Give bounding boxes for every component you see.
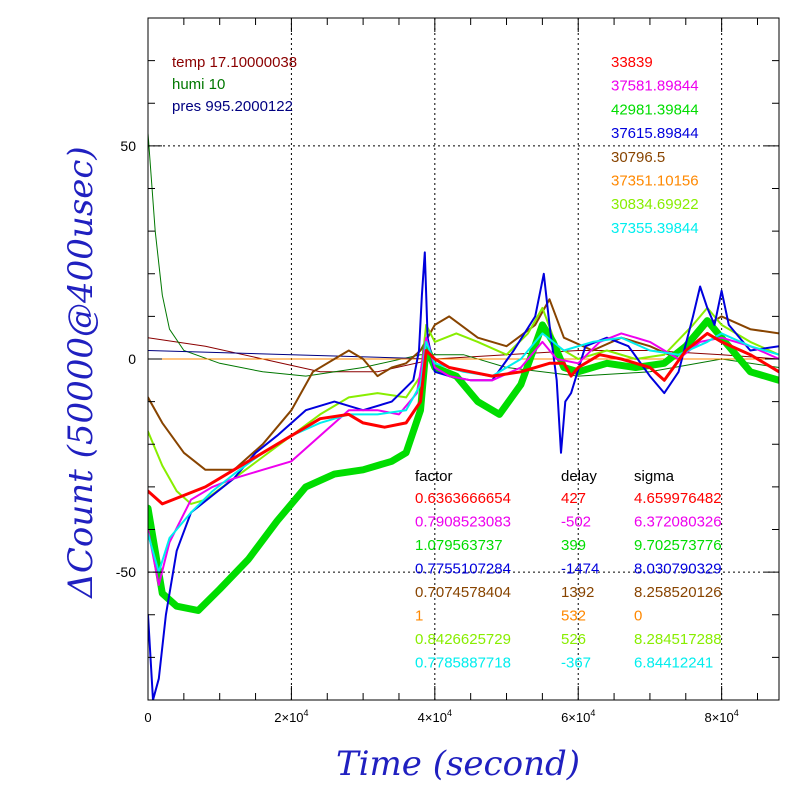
env-legend-entry: humi 10: [172, 76, 225, 93]
env-legend-entry: pres 995.2000122: [172, 98, 293, 115]
table-cell-delay: -1474: [561, 561, 599, 578]
x-tick-label: 4×104: [418, 708, 452, 725]
series-legend-entry: 30834.69922: [611, 196, 699, 213]
table-cell-factor: 1: [415, 608, 423, 625]
table-cell-factor: 1.079563737: [415, 537, 503, 554]
x-tick-label: 6×104: [561, 708, 595, 725]
table-cell-delay: 427: [561, 490, 586, 507]
table-cell-factor: 0.7755107284: [415, 561, 511, 578]
series-line: [148, 317, 779, 614]
series-legend-entry: 33839: [611, 54, 653, 71]
x-tick-label: 8×104: [704, 708, 738, 725]
table-cell-sigma: 8.284517288: [634, 631, 722, 648]
series-legend-entry: 37355.39844: [611, 220, 699, 237]
table-cell-delay: -502: [561, 514, 591, 531]
y-tick-label: 50: [120, 138, 136, 154]
y-tick-label: -50: [116, 564, 136, 580]
table-cell-factor: 0.6363666654: [415, 490, 511, 507]
axis-ticks: [147, 18, 779, 700]
table-cell-factor: 0.7785887718: [415, 655, 511, 672]
table-header: factor: [415, 468, 453, 485]
table-cell-delay: 399: [561, 537, 586, 554]
series-line: [148, 331, 779, 506]
table-cell-delay: 532: [561, 608, 586, 625]
table-cell-sigma: 8.030790329: [634, 561, 722, 578]
table-cell-sigma: 6.84412241: [634, 655, 713, 672]
series-lines: [148, 133, 779, 700]
table-cell-sigma: 8.258520126: [634, 584, 722, 601]
series-legend-entry: 37615.89844: [611, 125, 699, 142]
table-header: delay: [561, 468, 597, 485]
y-tick-label: 0: [128, 351, 136, 367]
series-legend-entry: 42981.39844: [611, 101, 699, 118]
series-stats-table: factor delay sigma 0.6363666654 427 4.6599764…: [415, 468, 722, 672]
table-cell-factor: 0.7074578404: [415, 584, 511, 601]
y-axis-label: ΔCount (50000@400usec): [61, 146, 101, 599]
table-cell-delay: -367: [561, 655, 591, 672]
series-line: [148, 332, 779, 586]
table-cell-sigma: 0: [634, 608, 642, 625]
series-legend: 33839 37581.89844 42981.39844 37615.89844 30…: [611, 54, 699, 237]
x-axis-label: Time (second): [336, 744, 580, 784]
table-header: sigma: [634, 468, 675, 485]
tick-labels: 0 2×104 4×104 6×104 8×104 50 0 -50: [116, 138, 739, 725]
env-legend-entry: temp 17.10000038: [172, 54, 297, 71]
environment-legend: temp 17.10000038 humi 10 pres 995.2000122: [172, 54, 297, 115]
table-cell-sigma: 6.372080326: [634, 514, 722, 531]
x-tick-label: 2×104: [274, 708, 308, 725]
x-tick-label: 0: [144, 710, 151, 725]
table-cell-sigma: 4.659976482: [634, 490, 722, 507]
series-legend-entry: 30796.5: [611, 149, 665, 166]
table-cell-factor: 0.8426625729: [415, 631, 511, 648]
series-legend-entry: 37581.89844: [611, 78, 699, 95]
series-line: [148, 332, 779, 574]
series-legend-entry: 37351.10156: [611, 173, 699, 190]
table-cell-delay: 1392: [561, 584, 594, 601]
env-line: [148, 133, 779, 377]
table-cell-factor: 0.7908523083: [415, 514, 511, 531]
table-cell-delay: 526: [561, 631, 586, 648]
table-cell-sigma: 9.702573776: [634, 537, 722, 554]
